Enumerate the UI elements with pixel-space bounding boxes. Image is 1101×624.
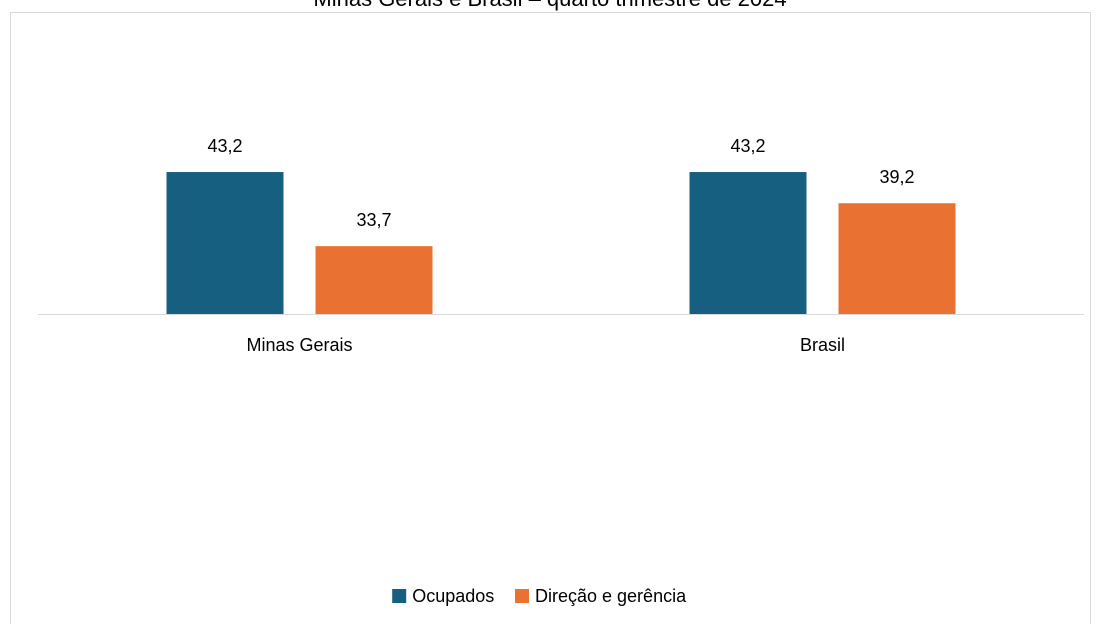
bar [838,203,956,314]
data-label: 43,2 [207,136,242,156]
bar [315,246,433,314]
legend-label: Ocupados [412,586,494,606]
legend-swatch [392,589,407,603]
data-label: 43,2 [730,136,765,156]
legend-swatch [515,589,529,603]
x-tick-label: Brasil [800,335,845,355]
legend-label: Direção e gerência [535,586,687,606]
chart-title: Minas Gerais e Brasil – quarto trimestre… [313,0,786,11]
data-label: 39,2 [879,167,914,187]
bar [166,172,284,314]
data-label: 33,7 [356,210,391,230]
bar [689,172,807,314]
x-tick-label: Minas Gerais [246,335,352,355]
chart-frame [10,12,1091,624]
